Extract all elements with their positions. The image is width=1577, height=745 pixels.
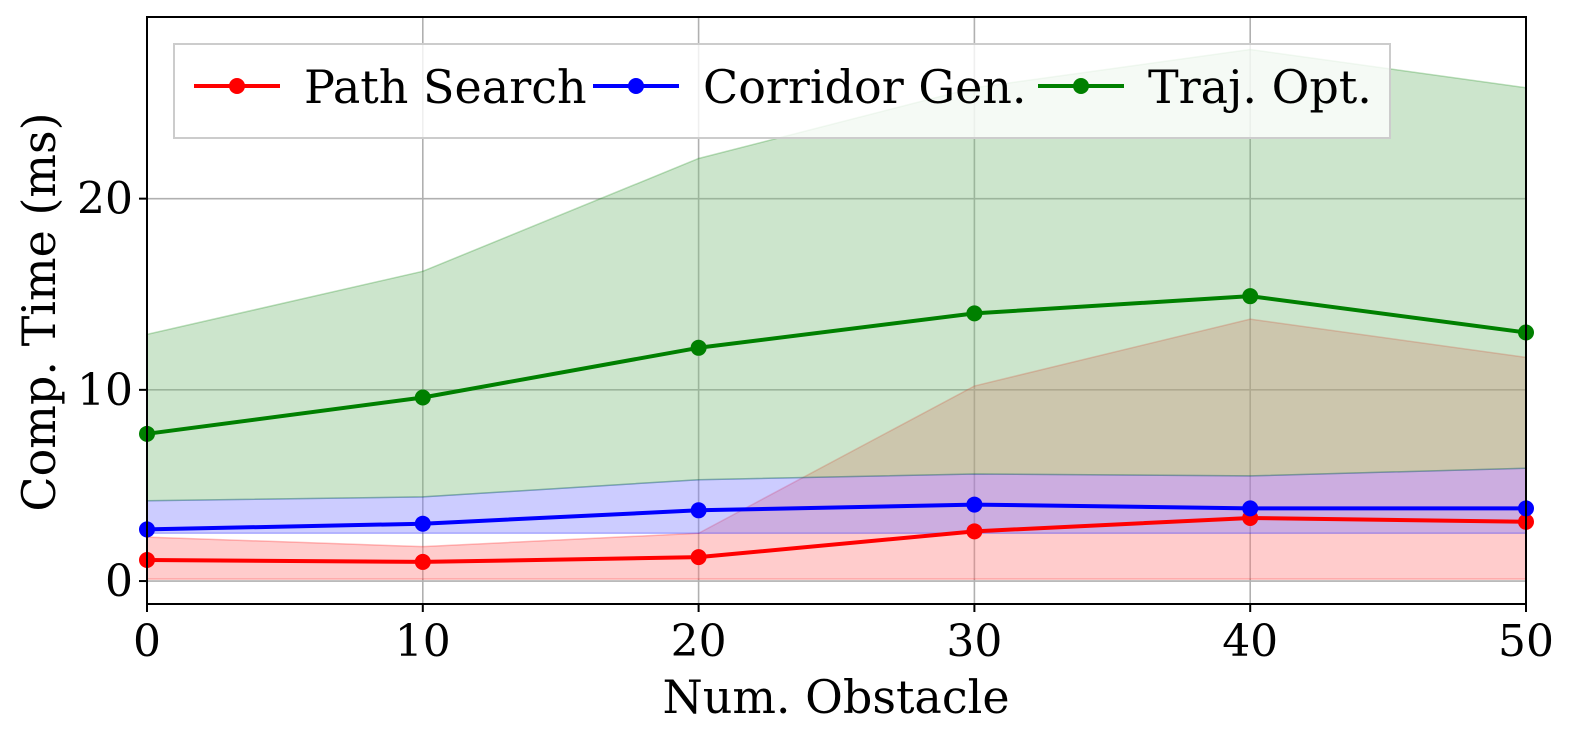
y-tick-label: 0 xyxy=(105,556,133,607)
x-tick-label: 20 xyxy=(671,616,727,667)
data-point-corridor-gen xyxy=(690,502,707,519)
series-line-path-search xyxy=(146,515,1527,564)
data-point-traj-opt xyxy=(414,389,431,406)
data-point-path-search xyxy=(690,549,707,566)
legend-label-traj-opt: Traj. Opt. xyxy=(1148,60,1372,114)
data-point-traj-opt xyxy=(966,305,983,322)
data-point-traj-opt xyxy=(1242,288,1259,305)
x-tick-label: 50 xyxy=(1498,616,1554,667)
x-axis-label: Num. Obstacle xyxy=(662,670,1009,724)
legend: Path Search Corridor Gen. Traj. Opt. xyxy=(173,43,1391,139)
data-point-traj-opt xyxy=(690,339,707,356)
legend-marker-traj-opt xyxy=(1073,78,1089,94)
legend-box xyxy=(173,43,1391,139)
confidence-bands xyxy=(147,48,1526,580)
band-corridor-gen xyxy=(147,467,1526,535)
legend-marker-corridor-gen xyxy=(628,78,644,94)
series-line-traj-opt xyxy=(146,294,1527,436)
x-axis-ticks: 0 10 20 30 40 50 xyxy=(133,604,1554,667)
data-point-corridor-gen xyxy=(1242,500,1259,517)
x-tick-label: 0 xyxy=(133,616,161,667)
x-tick-label: 30 xyxy=(946,616,1002,667)
data-point-path-search xyxy=(414,553,431,570)
y-axis-ticks: 0 10 20 xyxy=(77,174,147,607)
legend-label-corridor-gen: Corridor Gen. xyxy=(703,60,1027,114)
data-point-corridor-gen xyxy=(966,496,983,513)
x-tick-label: 10 xyxy=(395,616,451,667)
band-traj-opt xyxy=(147,48,1526,502)
y-tick-label: 10 xyxy=(77,365,133,416)
legend-marker-path-search xyxy=(229,78,245,94)
y-axis-label: Comp. Time (ms) xyxy=(12,112,66,511)
y-tick-label: 20 xyxy=(77,174,133,225)
x-tick-label: 40 xyxy=(1222,616,1278,667)
data-point-corridor-gen xyxy=(414,515,431,532)
plot-frame xyxy=(146,16,1527,605)
series-line-corridor-gen xyxy=(146,502,1526,532)
legend-label-path-search: Path Search xyxy=(304,60,587,114)
data-point-path-search xyxy=(966,523,983,540)
band-path-search xyxy=(147,318,1526,580)
